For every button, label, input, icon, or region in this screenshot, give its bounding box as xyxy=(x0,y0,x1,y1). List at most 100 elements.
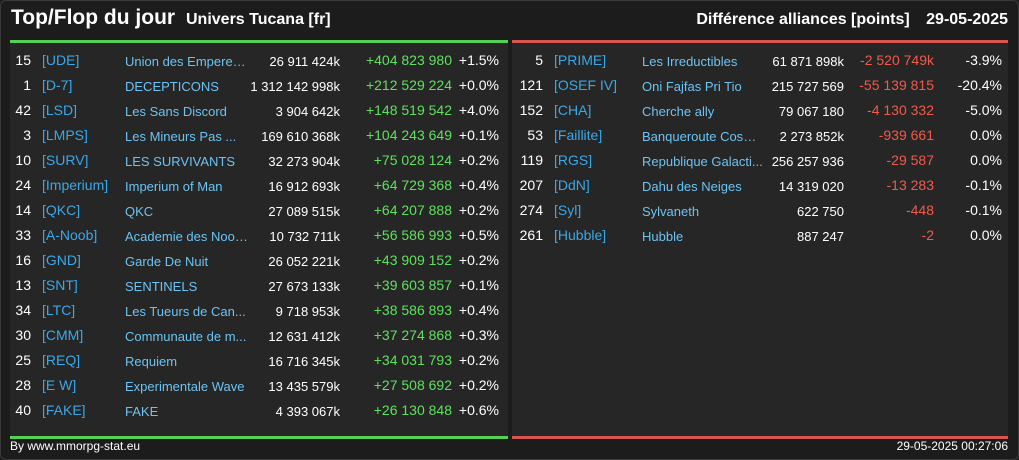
alliance-name-link[interactable]: Dahu des Neiges xyxy=(642,179,742,194)
universe-label: Univers Tucana [fr] xyxy=(186,11,331,28)
points-cell: 3 904 642k xyxy=(275,104,340,119)
alliance-tag-link[interactable]: [PRIME] xyxy=(554,52,607,68)
alliance-name-link[interactable]: Les Sans Discord xyxy=(125,104,227,119)
alliance-tag-link[interactable]: [Hubble] xyxy=(554,227,607,243)
alliance-tag-link[interactable]: [OSEF IV] xyxy=(554,77,618,93)
percent-cell: +0.2% xyxy=(458,152,499,168)
alliance-tag-link[interactable]: [DdN] xyxy=(554,177,590,193)
percent-cell: +0.2% xyxy=(458,352,499,368)
diff-cell: +34 031 793 xyxy=(373,352,452,368)
alliance-tag-link[interactable]: [A-Noob] xyxy=(42,227,98,243)
diff-cell: +26 130 848 xyxy=(373,402,452,418)
alliance-tag-link[interactable]: [UDE] xyxy=(42,52,80,68)
top-panel: 15 [UDE] Union des Empereur... 26 911 424k +… xyxy=(10,40,508,439)
alliance-name-link[interactable]: Hubble xyxy=(642,229,684,244)
alliance-name-link[interactable]: Cherche ally xyxy=(642,104,715,119)
alliance-tag-link[interactable]: [CHA] xyxy=(554,102,592,118)
flop-row: 152 [CHA] Cherche ally 79 067 180 -4 130 332… xyxy=(512,98,1008,123)
diff-cell: -13 283 xyxy=(886,177,934,193)
alliance-tag-link[interactable]: [QKC] xyxy=(42,202,81,218)
top-row: 42 [LSD] Les Sans Discord 3 904 642k +148 51… xyxy=(10,98,508,123)
rank-cell: 152 xyxy=(519,102,543,118)
alliance-tag-link[interactable]: [LSD] xyxy=(42,102,78,118)
rank-cell: 15 xyxy=(15,52,31,68)
alliance-tag-link[interactable]: [RGS] xyxy=(554,152,593,168)
rank-cell: 3 xyxy=(23,127,31,143)
percent-cell: +0.4% xyxy=(458,177,499,193)
diff-cell: +56 586 993 xyxy=(373,227,452,243)
rank-cell: 119 xyxy=(520,152,543,168)
alliance-name-link[interactable]: Sylvaneth xyxy=(642,204,700,219)
rank-cell: 274 xyxy=(519,202,543,218)
alliance-name-link[interactable]: Banqueroute Cosm... xyxy=(642,129,764,144)
alliance-name-link[interactable]: Imperium of Man xyxy=(125,179,223,194)
alliance-tag-link[interactable]: [LTC] xyxy=(42,302,76,318)
diff-cell: -2 xyxy=(921,227,934,243)
alliance-name-link[interactable]: Les Mineurs Pas ... xyxy=(125,129,237,144)
flop-row: 5 [PRIME] Les Irreductibles 61 871 898k -2 5… xyxy=(512,48,1008,73)
alliance-name-link[interactable]: Garde De Nuit xyxy=(125,254,209,269)
metric-label: Différence alliances [points] xyxy=(696,11,910,28)
alliance-tag-link[interactable]: [Imperium] xyxy=(42,177,109,193)
flop-row: 261 [Hubble] Hubble 887 247 -2 0.0% xyxy=(512,223,1008,248)
points-cell: 16 716 345k xyxy=(268,354,340,369)
alliance-tag-link[interactable]: [FAKE] xyxy=(42,402,86,418)
alliance-name-link[interactable]: Les Irreductibles xyxy=(642,54,738,69)
alliance-name-link[interactable]: Requiem xyxy=(125,354,178,369)
alliance-tag-link[interactable]: [LMPS] xyxy=(42,127,88,143)
alliance-tag-link[interactable]: [E W] xyxy=(42,377,77,393)
alliance-tag-link[interactable]: [REQ] xyxy=(42,352,81,368)
diff-cell: -939 661 xyxy=(878,127,934,143)
alliance-name-link[interactable]: Academie des Noob... xyxy=(125,229,249,244)
alliance-name-link[interactable]: FAKE xyxy=(125,404,159,419)
alliance-tag-link[interactable]: [SURV] xyxy=(42,152,89,168)
alliance-name-link[interactable]: Republique Galacti... xyxy=(642,154,763,169)
alliance-name-link[interactable]: Experimentale Wave xyxy=(125,379,245,394)
alliance-name-link[interactable]: Les Tueurs de Can... xyxy=(125,304,246,319)
points-cell: 61 871 898k xyxy=(772,54,844,69)
alliance-name-link[interactable]: Union des Empereur... xyxy=(125,54,249,69)
alliance-tag-link[interactable]: [Syl] xyxy=(554,202,582,218)
points-cell: 1 312 142 998k xyxy=(250,79,340,94)
percent-cell: +4.0% xyxy=(458,102,499,118)
points-cell: 32 273 904k xyxy=(268,154,340,169)
alliance-name-link[interactable]: SENTINELS xyxy=(125,279,198,294)
diff-cell: +27 508 692 xyxy=(373,377,452,393)
alliance-name-link[interactable]: LES SURVIVANTS xyxy=(125,154,236,169)
top-row: 34 [LTC] Les Tueurs de Can... 9 718 953k +38… xyxy=(10,298,508,323)
alliance-tag-link[interactable]: [Faillite] xyxy=(554,127,603,143)
top-row: 13 [SNT] SENTINELS 27 673 133k +39 603 857 +0… xyxy=(10,273,508,298)
alliance-name-link[interactable]: DECEPTICONS xyxy=(125,79,219,94)
points-cell: 14 319 020 xyxy=(778,179,844,194)
percent-cell: -3.9% xyxy=(965,52,1002,68)
diff-cell: +37 274 868 xyxy=(373,327,452,343)
points-cell: 9 718 953k xyxy=(275,304,340,319)
alliance-name-link[interactable]: Communaute de m... xyxy=(125,329,247,344)
alliance-tag-link[interactable]: [GND] xyxy=(42,252,81,268)
alliance-name-link[interactable]: Oni Fajfas Pri Tio xyxy=(642,79,742,94)
alliance-tag-link[interactable]: [D-7] xyxy=(42,77,73,93)
top-row: 1 [D-7] DECEPTICONS 1 312 142 998k +212 529 … xyxy=(10,73,508,98)
points-cell: 27 673 133k xyxy=(268,279,340,294)
alliance-name-link[interactable]: QKC xyxy=(125,204,154,219)
credit-text: By www.mmorpg-stat.eu xyxy=(10,439,141,453)
percent-cell: +0.0% xyxy=(458,77,499,93)
rank-cell: 13 xyxy=(15,277,31,293)
top-row: 3 [LMPS] Les Mineurs Pas ... 169 610 368k +1… xyxy=(10,123,508,148)
points-cell: 79 067 180 xyxy=(778,104,844,119)
alliance-tag-link[interactable]: [CMM] xyxy=(42,327,84,343)
top-row: 28 [E W] Experimentale Wave 13 435 579k +27 … xyxy=(10,373,508,398)
rank-cell: 24 xyxy=(15,177,31,193)
rank-cell: 1 xyxy=(23,77,31,93)
diff-cell: -2 520 749k xyxy=(860,52,934,68)
points-cell: 2 273 852k xyxy=(779,129,844,144)
points-cell: 887 247 xyxy=(797,229,844,244)
diff-cell: +64 729 368 xyxy=(373,177,452,193)
diff-cell: +104 243 649 xyxy=(365,127,452,143)
rank-cell: 121 xyxy=(519,77,543,93)
percent-cell: -0.1% xyxy=(965,202,1002,218)
alliance-tag-link[interactable]: [SNT] xyxy=(42,277,78,293)
top-row: 15 [UDE] Union des Empereur... 26 911 424k +… xyxy=(10,48,508,73)
rank-cell: 14 xyxy=(15,202,31,218)
percent-cell: -5.0% xyxy=(965,102,1002,118)
